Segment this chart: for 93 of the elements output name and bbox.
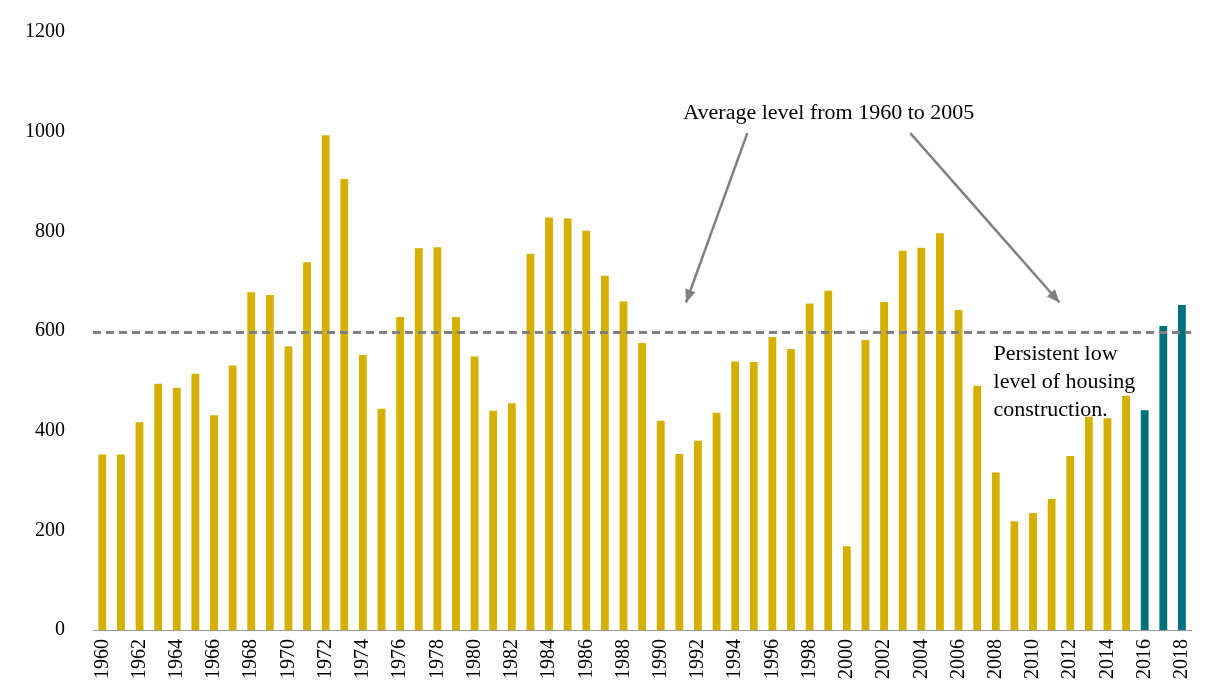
bar	[563, 218, 572, 630]
y-tick-label: 0	[55, 617, 65, 640]
y-tick-label: 800	[35, 218, 65, 241]
x-tick-label: 1970	[275, 639, 298, 679]
bar	[470, 356, 479, 630]
bar	[768, 336, 777, 630]
bar	[749, 361, 758, 630]
bar	[842, 546, 851, 630]
bar	[1047, 498, 1056, 630]
bar	[321, 135, 330, 630]
annotation: Average level from 1960 to 2005	[683, 98, 975, 124]
bar	[824, 290, 833, 630]
x-tick-label: 2010	[1020, 639, 1043, 679]
bar	[638, 342, 647, 630]
bar	[1103, 418, 1112, 630]
bar	[675, 454, 684, 630]
x-tick-label: 1962	[126, 639, 149, 679]
x-tick-label: 1966	[201, 639, 224, 679]
bar	[452, 317, 460, 630]
y-tick-label: 1200	[25, 19, 65, 42]
bar	[731, 361, 740, 630]
x-tick-label: 1964	[164, 639, 187, 679]
x-tick-label: 2008	[983, 639, 1006, 679]
x-tick-label: 2012	[1057, 639, 1080, 679]
bar	[1159, 326, 1168, 630]
bar	[805, 303, 814, 630]
bar	[284, 346, 293, 630]
x-tick-label: 2014	[1094, 639, 1117, 679]
x-tick-label: 2006	[945, 639, 968, 679]
x-tick-label: 1982	[499, 639, 522, 679]
x-tick-label: 2018	[1169, 639, 1192, 679]
bar	[228, 365, 237, 630]
bar	[1178, 305, 1186, 630]
bar	[1140, 410, 1149, 630]
bar	[433, 247, 442, 630]
bar	[489, 410, 498, 630]
y-tick-label: 200	[35, 517, 65, 540]
bar	[303, 262, 311, 630]
x-tick-label: 2004	[908, 639, 931, 679]
x-tick-label: 1974	[350, 639, 373, 679]
x-tick-label: 2016	[1131, 639, 1154, 679]
x-tick-label: 1968	[238, 639, 261, 679]
x-tick-label: 1960	[89, 639, 112, 679]
bar	[340, 179, 349, 630]
bar	[265, 295, 274, 630]
bar	[600, 275, 609, 630]
bar	[358, 354, 367, 630]
bar	[172, 387, 181, 630]
bar	[973, 385, 982, 630]
x-tick-label: 1996	[759, 639, 782, 679]
bar	[1122, 395, 1130, 630]
bar	[414, 248, 423, 630]
bar	[1029, 512, 1037, 630]
bar	[917, 247, 926, 630]
x-tick-label: 1986	[573, 639, 596, 679]
bar	[1066, 456, 1075, 630]
x-tick-label: 1980	[461, 639, 484, 679]
bar	[694, 440, 702, 630]
bar	[898, 250, 907, 630]
bar	[154, 383, 163, 630]
bar	[656, 420, 665, 630]
bar	[880, 302, 888, 630]
y-tick-label: 600	[35, 318, 65, 341]
bar	[936, 233, 944, 630]
x-tick-label: 1994	[722, 639, 745, 679]
bar	[1084, 416, 1093, 630]
y-tick-label: 1000	[25, 118, 65, 141]
bar	[191, 373, 200, 630]
bar	[210, 415, 218, 630]
x-tick-label: 1992	[685, 639, 708, 679]
bar	[247, 292, 256, 630]
bar	[135, 422, 144, 630]
y-tick-label: 400	[35, 417, 65, 440]
bar	[787, 348, 795, 630]
x-tick-label: 2000	[834, 639, 857, 679]
x-tick-label: 2002	[871, 639, 894, 679]
x-tick-label: 1984	[536, 639, 559, 679]
bar	[582, 230, 591, 630]
bar	[861, 339, 870, 630]
annotation: Persistent low level of housing construction.	[993, 340, 1136, 422]
bar	[98, 454, 107, 630]
bar	[991, 472, 1000, 630]
x-tick-label: 1988	[610, 639, 633, 679]
bar	[396, 317, 405, 630]
bar	[117, 454, 125, 630]
bar	[545, 217, 553, 630]
x-tick-label: 1990	[647, 639, 670, 679]
x-tick-label: 1972	[312, 639, 335, 679]
x-tick-label: 1976	[387, 639, 410, 679]
bar	[507, 403, 516, 630]
bar	[1010, 521, 1019, 630]
x-tick-label: 1978	[424, 639, 447, 679]
x-tick-label: 1998	[796, 639, 819, 679]
